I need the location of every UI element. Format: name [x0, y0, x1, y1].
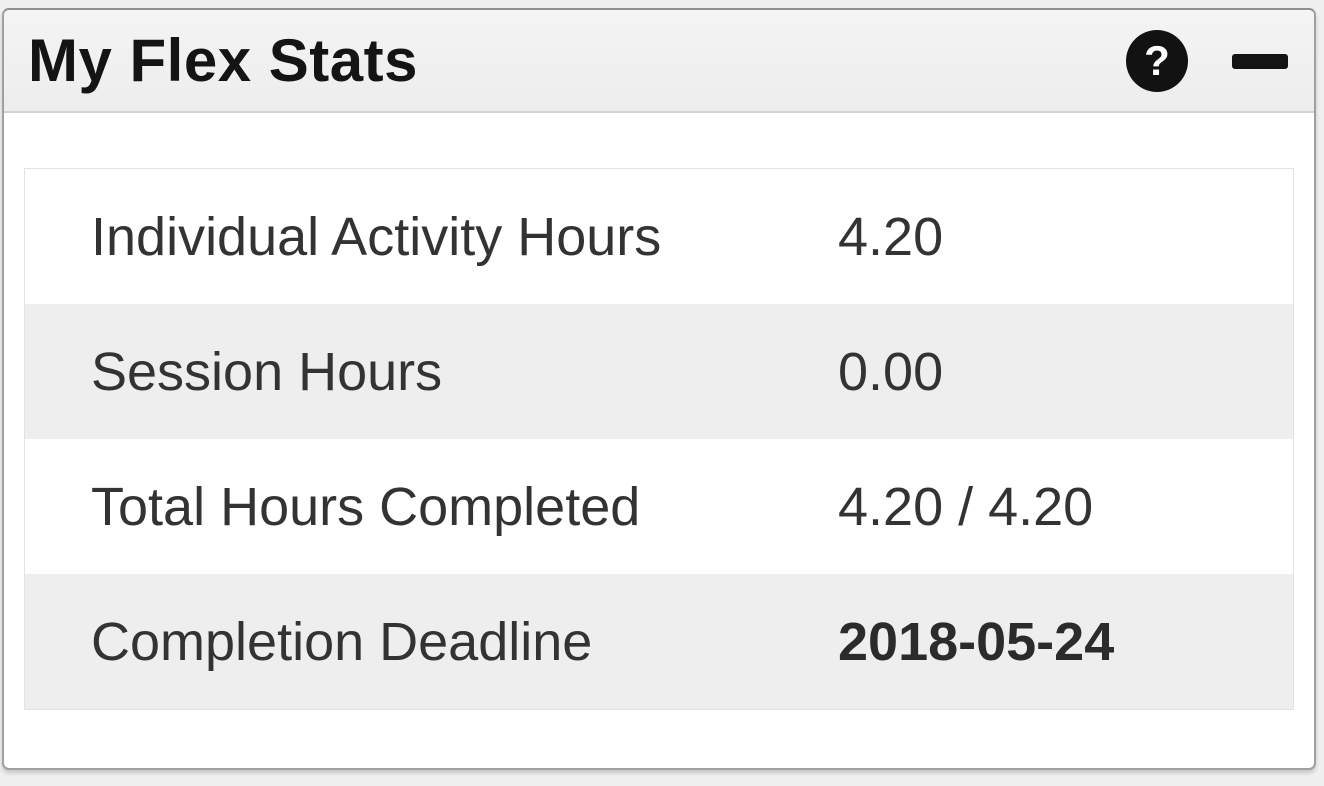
stat-label: Session Hours — [91, 341, 443, 402]
stat-value: 0.00 — [838, 341, 944, 402]
stat-value-deadline-date: 2018-05-24 — [838, 611, 1115, 672]
stat-label: Total Hours Completed — [91, 476, 641, 537]
panel-header-controls: ? — [1126, 29, 1288, 92]
my-flex-stats-panel: My Flex Stats ? Individual Activity Hour… — [2, 8, 1316, 770]
help-icon[interactable]: ? — [1126, 29, 1188, 92]
stat-value: 4.20 — [838, 206, 944, 267]
panel-title: My Flex Stats — [28, 26, 418, 94]
stats-row-individual-activity-hours: Individual Activity Hours 4.20 — [25, 169, 1293, 304]
minus-bar — [1232, 53, 1288, 69]
panel-body: Individual Activity Hours 4.20 Session H… — [4, 113, 1314, 710]
minimize-icon[interactable] — [1232, 30, 1288, 92]
stats-row-completion-deadline: Completion Deadline 2018-05-24 — [25, 574, 1293, 709]
stats-table: Individual Activity Hours 4.20 Session H… — [24, 168, 1294, 710]
panel-header: My Flex Stats ? — [4, 10, 1314, 113]
stats-row-total-hours-completed: Total Hours Completed 4.20 / 4.20 — [25, 439, 1293, 574]
stat-label: Completion Deadline — [91, 611, 593, 672]
stats-row-session-hours: Session Hours 0.00 — [25, 304, 1293, 439]
stat-label: Individual Activity Hours — [91, 206, 662, 267]
stat-value: 4.20 / 4.20 — [838, 476, 1094, 537]
